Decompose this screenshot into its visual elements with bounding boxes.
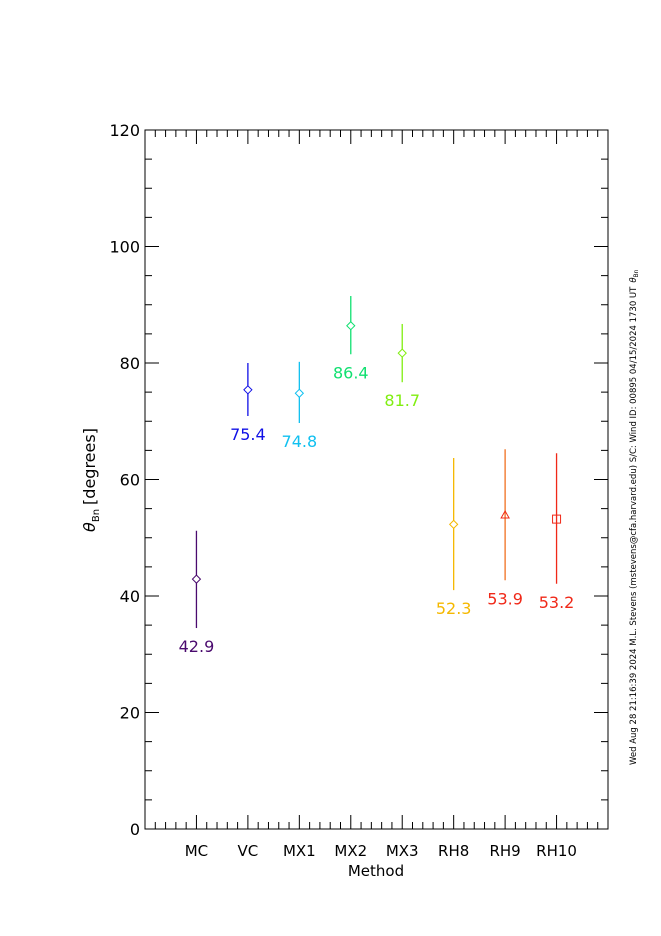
value-label: 75.4 xyxy=(230,425,266,444)
data-point-mx3: 81.7 xyxy=(384,323,420,410)
y-tick-label: 20 xyxy=(120,704,140,723)
value-label: 86.4 xyxy=(333,363,369,382)
plot-frame xyxy=(144,129,609,830)
diamond-marker xyxy=(294,388,305,398)
y-axis-units: [degrees] xyxy=(80,428,99,505)
y-axis-subscript: Bn xyxy=(91,509,102,522)
x-tick-label: MX1 xyxy=(283,842,316,860)
data-point-rh8: 52.3 xyxy=(436,457,472,618)
diamond-marker xyxy=(346,321,356,331)
square-marker xyxy=(552,514,562,524)
x-tick-label: RH10 xyxy=(536,842,577,860)
value-label: 52.3 xyxy=(436,599,472,618)
value-label: 53.2 xyxy=(539,593,575,612)
y-tick-label: 100 xyxy=(109,238,140,257)
data-point-mx1: 74.8 xyxy=(282,361,318,451)
data-point-vc: 75.4 xyxy=(230,363,266,444)
svg-text:Wed Aug 28 21:16:39 2024 M.L.: Wed Aug 28 21:16:39 2024 M.L. Stevens (m… xyxy=(629,269,640,765)
y-tick-label: 40 xyxy=(120,587,140,606)
diamond-marker xyxy=(397,348,407,358)
value-label: 74.8 xyxy=(282,432,318,451)
side-subscript: Bn xyxy=(633,269,640,277)
value-label: 81.7 xyxy=(384,391,420,410)
value-label: 53.9 xyxy=(487,589,523,608)
y-tick-label: 120 xyxy=(109,121,140,140)
y-tick-label: 60 xyxy=(120,471,140,490)
data-point-rh10: 53.2 xyxy=(539,453,575,612)
y-tick-label: 0 xyxy=(130,820,140,839)
x-tick-label: VC xyxy=(238,842,259,860)
y-axis-label: θBn [degrees] xyxy=(80,428,102,532)
x-tick-label: MX3 xyxy=(386,842,419,860)
y-tick-label: 80 xyxy=(120,354,140,373)
data-point-rh9: 53.9 xyxy=(487,449,523,608)
side-annotation: Wed Aug 28 21:16:39 2024 M.L. Stevens (m… xyxy=(629,269,640,765)
side-symbol: θ xyxy=(629,277,639,283)
value-label: 42.9 xyxy=(179,637,215,656)
x-tick-label: RH8 xyxy=(438,842,469,860)
data-point-mc: 42.9 xyxy=(179,530,215,656)
x-tick-label: MX2 xyxy=(334,842,367,860)
svg-text:θBn[degrees]: θBn [degrees] xyxy=(80,428,102,532)
x-tick-label: RH9 xyxy=(489,842,520,860)
x-axis-label: Method xyxy=(348,862,404,880)
diamond-marker xyxy=(243,385,253,395)
diamond-marker xyxy=(191,574,202,584)
data-point-mx2: 86.4 xyxy=(333,296,369,382)
y-axis-symbol: θ xyxy=(80,522,99,532)
x-tick-label: MC xyxy=(185,842,208,860)
side-text: Wed Aug 28 21:16:39 2024 M.L. Stevens (m… xyxy=(629,286,639,765)
triangle-marker xyxy=(500,510,510,519)
diamond-marker xyxy=(448,519,459,530)
